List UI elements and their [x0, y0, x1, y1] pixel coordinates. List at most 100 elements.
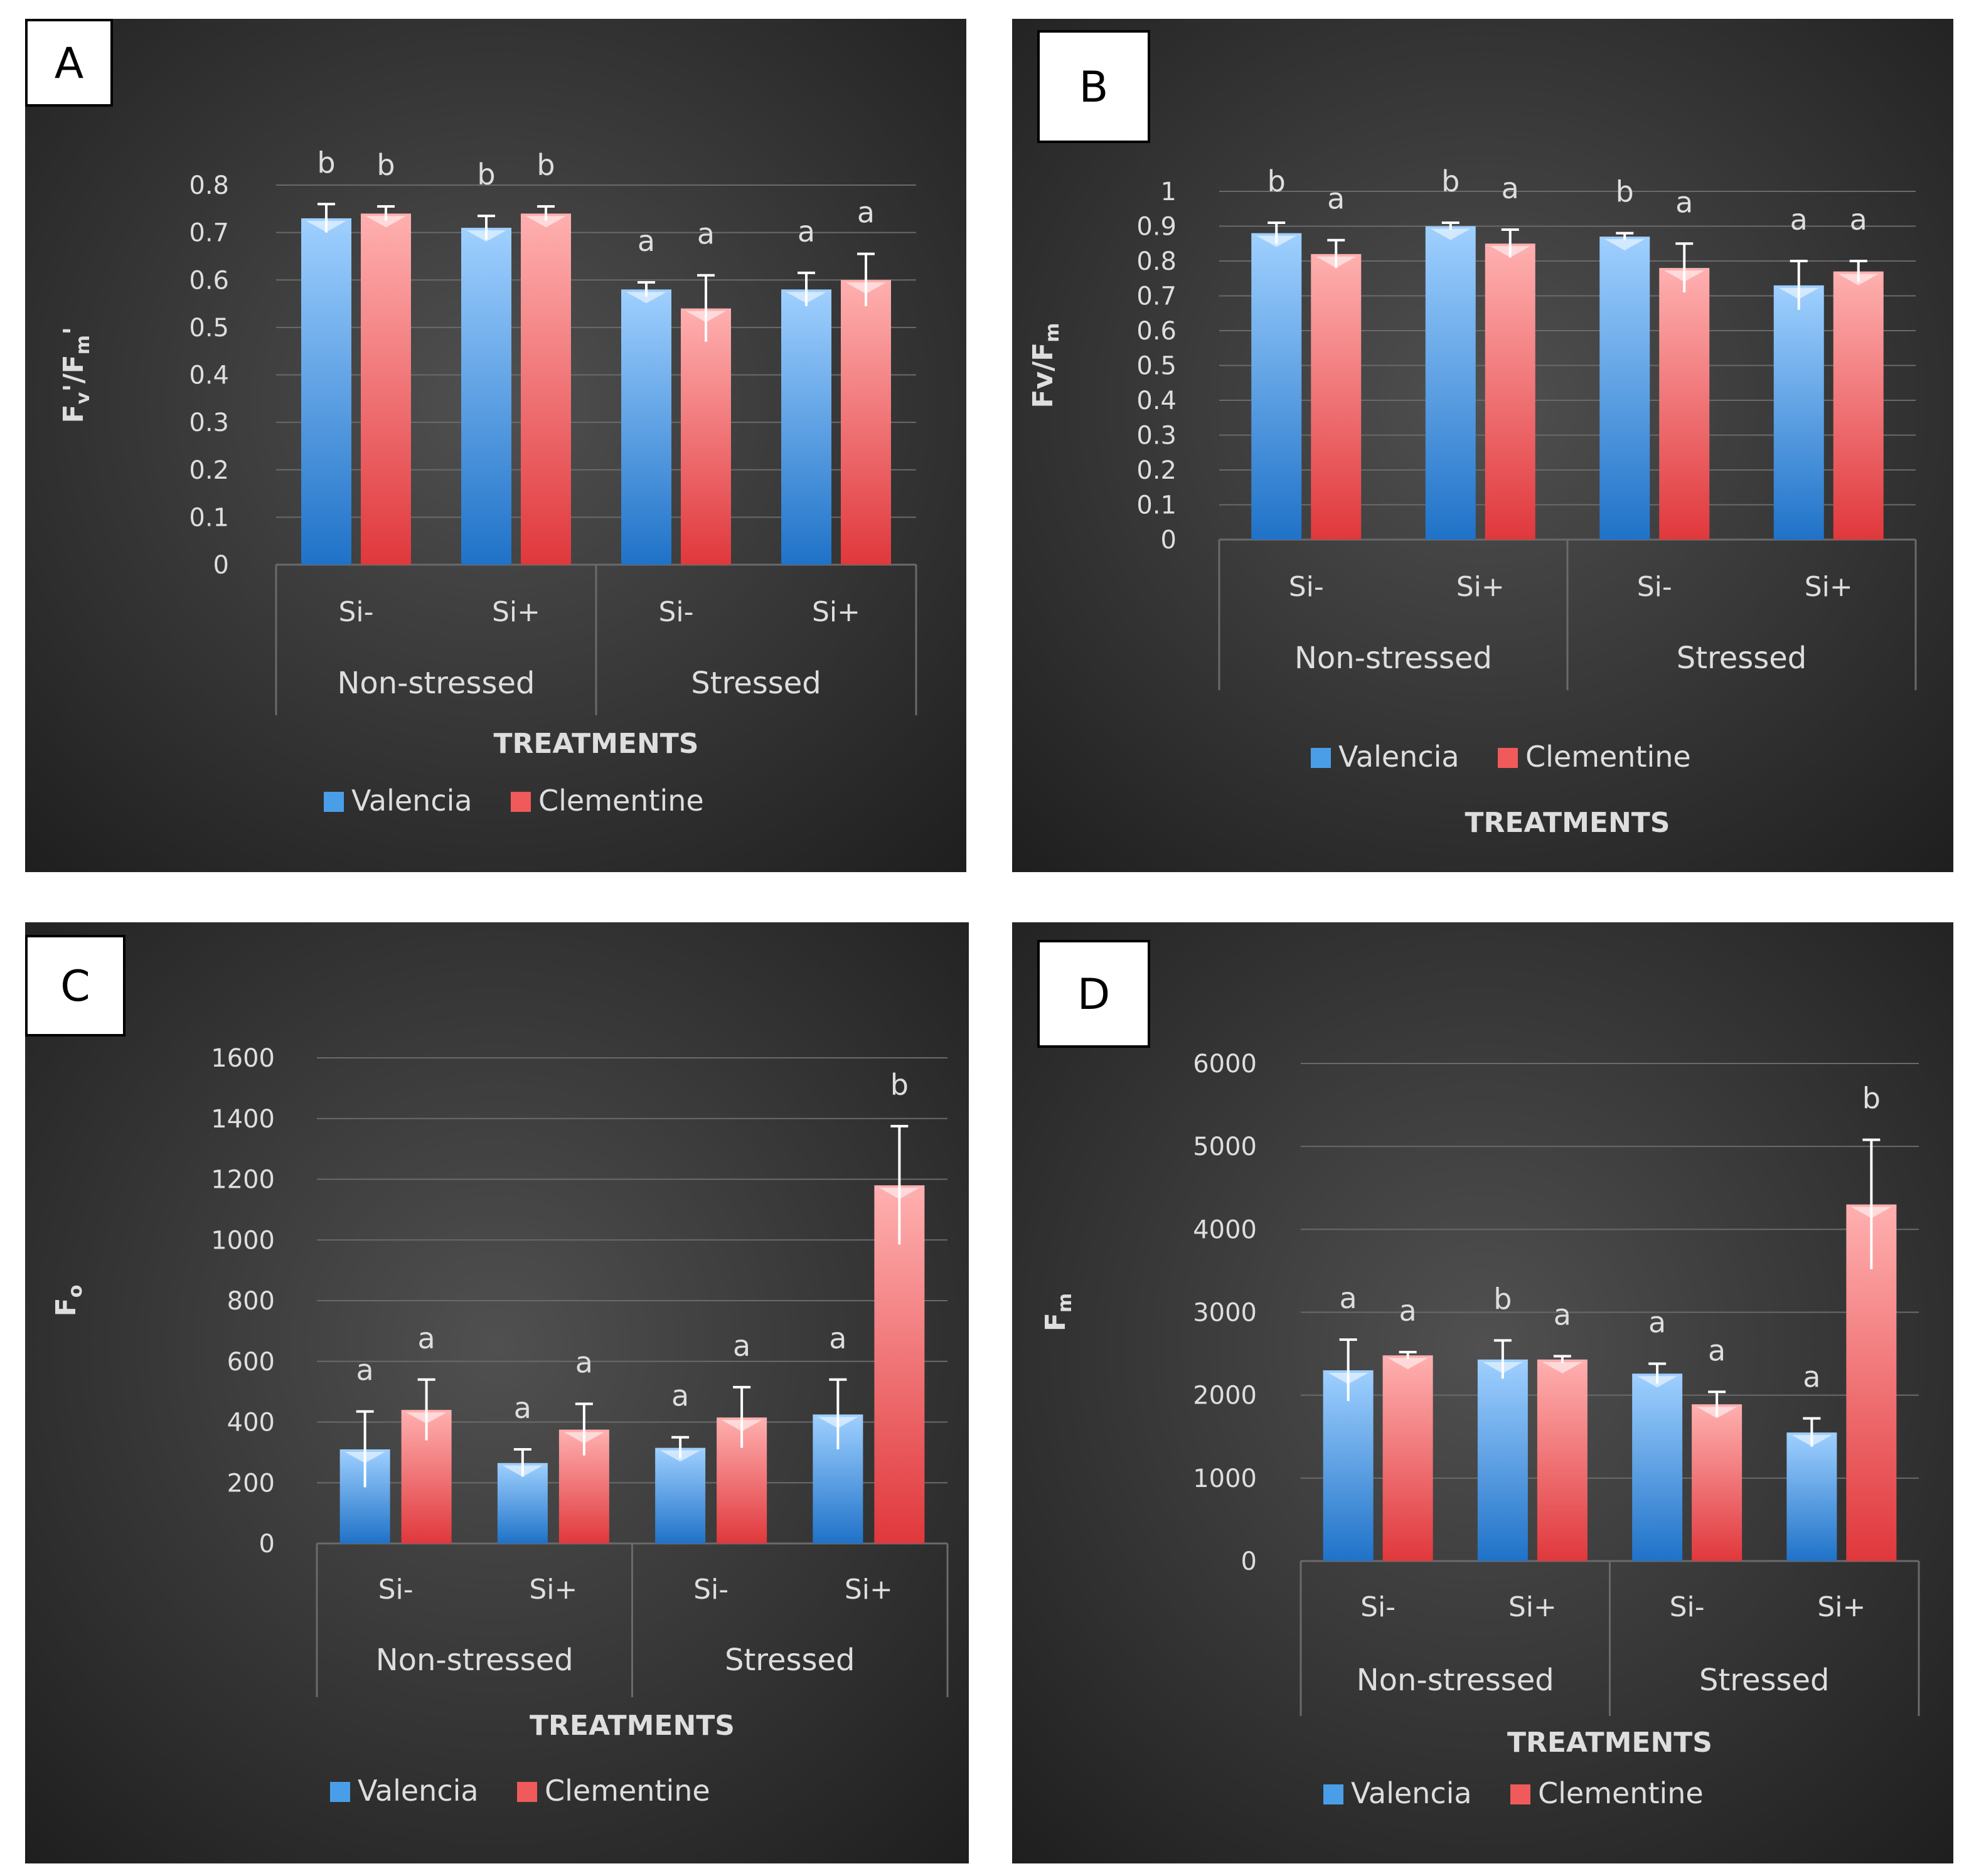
significance-letter-clementine: a	[1850, 203, 1867, 237]
x-axis-label: TREATMENTS	[530, 1710, 735, 1742]
significance-letter-valencia: a	[1648, 1305, 1666, 1339]
y-tick-label: 0.4	[1136, 386, 1177, 415]
bar-clementine	[1692, 1404, 1743, 1561]
category-label: Si-	[658, 596, 693, 628]
bar-valencia	[1477, 1359, 1528, 1561]
bar-clementine	[1537, 1359, 1588, 1561]
category-label: Si+	[529, 1574, 577, 1606]
panel-label-box	[25, 19, 113, 107]
legend-swatch-clementine	[517, 1782, 537, 1802]
y-tick-label: 400	[227, 1409, 275, 1437]
y-tick-label: 0.6	[189, 266, 229, 295]
category-label: Si-	[1289, 571, 1324, 603]
significance-letter-valencia: a	[638, 224, 655, 258]
category-label: Si-	[338, 596, 373, 628]
y-tick-label: 5000	[1193, 1133, 1257, 1161]
bar-cap-valencia	[1430, 228, 1471, 240]
y-tick-label: 0.7	[1136, 282, 1177, 311]
chart-d: D 0 1000 2000 3000 4000 5000 6000 Fm a b a a a a a b Si- S…	[1012, 922, 1953, 1863]
category-label: Si+	[812, 596, 860, 628]
bar-clementine	[681, 308, 731, 565]
bar-valencia	[655, 1447, 706, 1543]
bar-valencia	[1251, 233, 1302, 540]
y-tick-label: 0.6	[1136, 317, 1177, 346]
chart-background	[25, 922, 969, 1863]
y-tick-label: 0.3	[189, 408, 229, 437]
bar-valencia	[1599, 237, 1650, 540]
bar-clementine	[521, 213, 571, 565]
y-tick-label: 1400	[211, 1105, 275, 1134]
group-label: Stressed	[1699, 1663, 1830, 1698]
panel-label: A	[25, 19, 113, 107]
y-tick-label: 0.5	[189, 314, 229, 343]
y-tick-label: 0.1	[1136, 491, 1177, 520]
significance-letter-clementine: b	[536, 148, 555, 182]
legend-label-clementine: Clementine	[1538, 1776, 1704, 1810]
y-tick-label: 0.7	[189, 219, 229, 248]
significance-letter-valencia: a	[671, 1379, 689, 1413]
significance-letter-clementine: a	[733, 1329, 750, 1363]
bar-cap-clementine	[366, 216, 406, 228]
category-label: Si-	[1670, 1591, 1705, 1623]
legend-swatch-valencia	[324, 792, 344, 812]
bar-clementine	[1382, 1355, 1433, 1561]
y-tick-label: 0.3	[1136, 422, 1177, 450]
panel-label-box	[25, 935, 125, 1037]
panel-label-text: D	[1077, 970, 1110, 1020]
bar-clementine	[361, 213, 411, 565]
group-label: Stressed	[725, 1643, 855, 1678]
bar-cap-clementine	[1387, 1358, 1428, 1370]
chart-a: A 0 0.1 0.2 0.3 0.4 0.5 0.6 0.7 0.8 Fv'/Fm' b b a a b b a…	[25, 19, 966, 872]
category-label: Si+	[845, 1574, 893, 1606]
bar-valencia	[1773, 285, 1824, 540]
significance-letter-valencia: b	[1493, 1282, 1512, 1316]
significance-letter-valencia: a	[1803, 1360, 1820, 1394]
y-tick-label: 0	[1241, 1547, 1257, 1576]
category-label: Si-	[693, 1574, 728, 1606]
bar-cap-valencia	[626, 292, 666, 304]
group-label: Non-stressed	[376, 1643, 574, 1678]
panel-a: A 0 0.1 0.2 0.3 0.4 0.5 0.6 0.7 0.8 Fv'/Fm' b b a a b b a…	[25, 19, 966, 872]
significance-letter-clementine: a	[1708, 1333, 1726, 1367]
y-tick-label: 2000	[1193, 1382, 1257, 1410]
legend-label-valencia: Valencia	[1351, 1776, 1472, 1810]
y-axis-label: Fv'/Fm'	[58, 327, 94, 424]
significance-letter-clementine: a	[1327, 182, 1345, 216]
bar-cap-clementine	[526, 216, 566, 228]
significance-letter-valencia: b	[1616, 175, 1634, 209]
bar-clementine	[874, 1185, 925, 1543]
y-tick-label: 1600	[211, 1044, 275, 1073]
significance-letter-valencia: b	[1268, 164, 1286, 198]
y-tick-label: 0	[1161, 526, 1177, 555]
panel-label-text: A	[55, 39, 84, 88]
panel-label: B	[1037, 30, 1150, 143]
x-axis-label: TREATMENTS	[1507, 1727, 1712, 1759]
significance-letter-valencia: a	[1340, 1281, 1357, 1315]
group-label: Non-stressed	[1294, 641, 1492, 676]
group-label: Non-stressed	[337, 666, 535, 701]
y-tick-label: 0.5	[1136, 352, 1177, 381]
significance-letter-clementine: a	[575, 1345, 593, 1379]
significance-letter-valencia: b	[317, 146, 335, 179]
significance-letter-valencia: a	[829, 1321, 846, 1355]
y-tick-label: 800	[227, 1287, 275, 1316]
panel-label-box	[1037, 30, 1150, 143]
category-label: Si+	[1805, 571, 1853, 603]
legend-swatch-valencia	[330, 1782, 350, 1802]
legend-label-clementine: Clementine	[545, 1774, 710, 1808]
legend-swatch-clementine	[1498, 748, 1518, 768]
legend-label-valencia: Valencia	[351, 784, 472, 818]
category-label: Si+	[1817, 1591, 1865, 1623]
y-tick-label: 4000	[1193, 1215, 1257, 1244]
legend-swatch-clementine	[1510, 1784, 1530, 1804]
y-tick-label: 0	[259, 1530, 275, 1559]
panel-label: C	[25, 935, 125, 1037]
bar-valencia	[621, 289, 671, 565]
panel-label-box	[1037, 940, 1150, 1048]
chart-b: B 0 0.1 0.2 0.3 0.4 0.5 0.6 0.7 0.8 0.9 1 Fv/Fm b b b a a…	[1012, 19, 1953, 872]
significance-letter-clementine: a	[1502, 171, 1519, 205]
y-tick-label: 0.1	[189, 503, 229, 532]
y-axis-label: Fv/Fm	[1027, 322, 1064, 408]
significance-letter-clementine: a	[418, 1321, 435, 1355]
category-label: Si+	[1508, 1591, 1557, 1623]
